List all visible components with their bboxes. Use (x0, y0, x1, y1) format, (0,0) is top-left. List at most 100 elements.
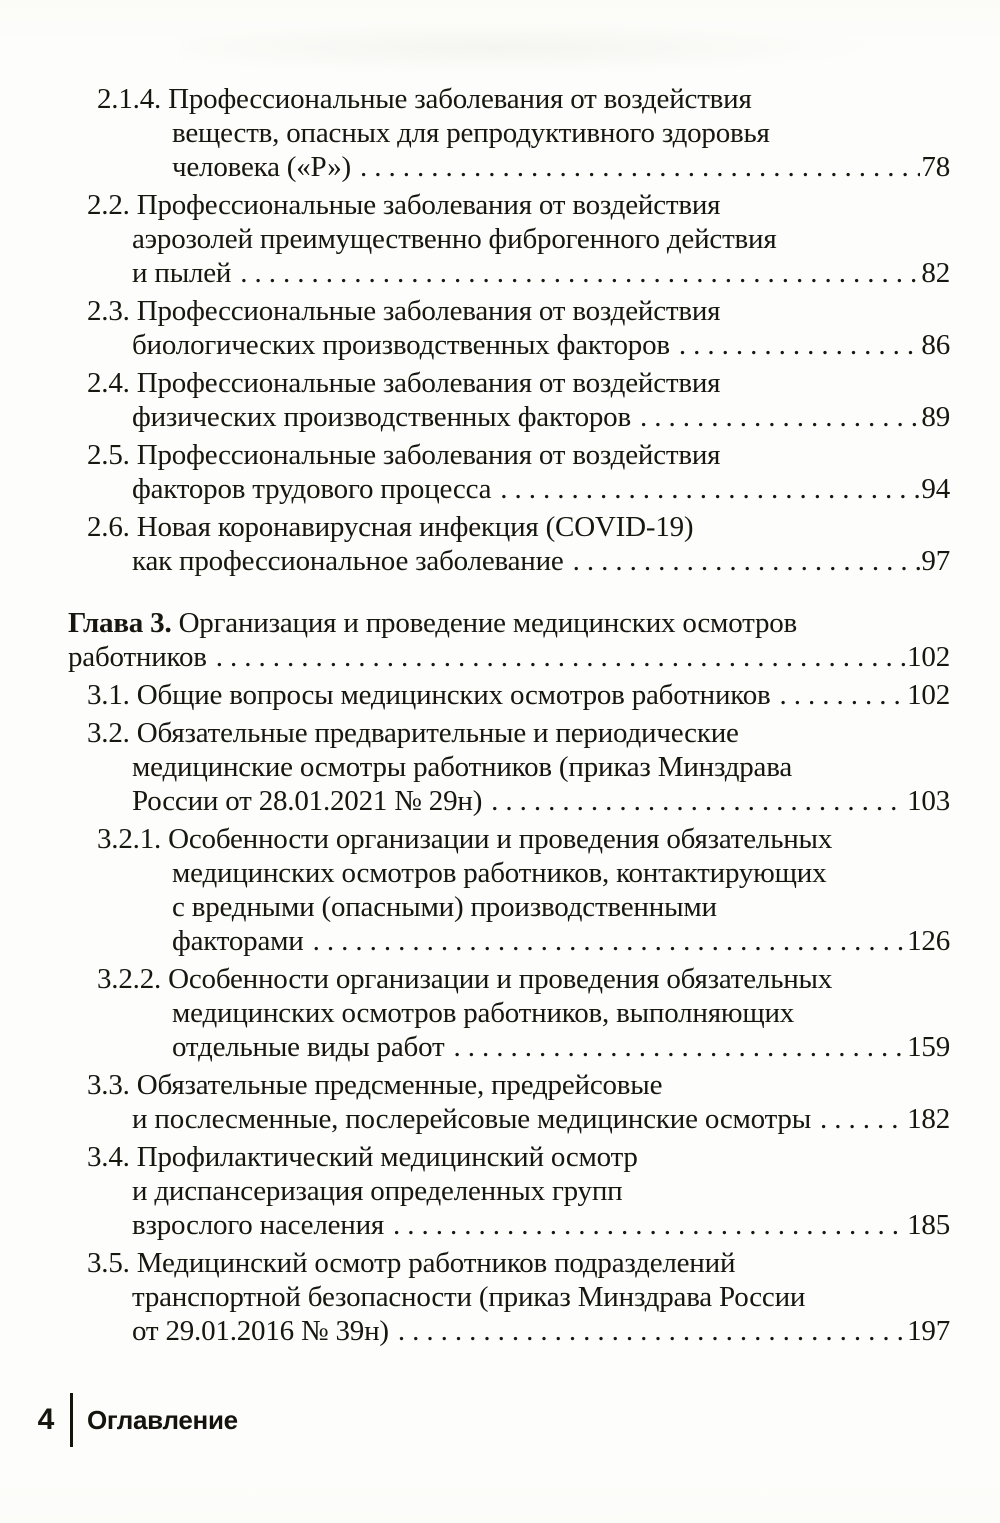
toc-entry: 2.5. Профессиональные заболевания от воз… (68, 438, 950, 506)
toc-entry-text: Общие вопросы медицинских осмотров работ… (136, 679, 771, 711)
toc-entry-line: 3.5. Медицинский осмотр работников подра… (68, 1246, 950, 1280)
toc-entry-line: биологических производственных факторов.… (68, 328, 950, 362)
toc-entry-line: как профессиональное заболевание........… (68, 544, 950, 578)
toc-entry: 3.3. Обязательные предсменные, предрейсо… (68, 1068, 950, 1136)
toc-entry-line: факторов трудового процесса.............… (68, 472, 950, 506)
toc-entry-text: транспортной безопасности (приказ Минздр… (132, 1281, 806, 1313)
toc-entry-number: 2.4. (87, 367, 137, 399)
toc-entry-text: Профессиональные заболевания от воздейст… (136, 439, 721, 471)
toc-entry-number: 3.1. (87, 679, 137, 711)
toc-entry-number: 3.4. (87, 1141, 137, 1173)
dot-leader: ........................................… (453, 1031, 906, 1063)
toc-entry-text: медицинские осмотры работников (приказ М… (132, 751, 793, 783)
toc-entry-text: медицинских осмотров работников, контакт… (172, 857, 827, 889)
toc-entry-line: медицинские осмотры работников (приказ М… (68, 750, 950, 784)
dot-leader: ........................................… (639, 401, 920, 433)
toc-entry-line: 2.6. Новая коронавирусная инфекция (COVI… (68, 510, 950, 544)
toc-entry-line: 3.1. Общие вопросы медицинских осмотров … (68, 678, 950, 712)
toc-entry-line: работников..............................… (68, 640, 950, 674)
toc-entry-text: взрослого населения (132, 1209, 385, 1241)
toc-entry-line: аэрозолей преимущественно фиброгенного д… (68, 222, 950, 256)
toc-entry: 2.1.4. Профессиональные заболевания от в… (68, 82, 950, 184)
toc-entry-line: 3.2. Обязательные предварительные и пери… (68, 716, 950, 750)
toc-entry-page: 78 (921, 151, 950, 183)
toc-entry-line: и диспансеризация определенных групп (68, 1174, 950, 1208)
toc-entry-text: Особенности организации и проведения обя… (168, 823, 833, 855)
toc-entry-number: 3.2.1. (97, 823, 169, 855)
toc-entry-text: человека («Р») (172, 151, 351, 183)
dot-leader: ........................................… (820, 1103, 906, 1135)
dot-leader: ........................................… (572, 545, 921, 577)
toc-entry-line: факторами...............................… (68, 924, 950, 958)
toc-entry-line: веществ, опасных для репродуктивного здо… (68, 116, 950, 150)
toc-entry-text: и пылей (132, 257, 232, 289)
toc-entry-number: 2.5. (87, 439, 137, 471)
toc-entry-text: Профессиональные заболевания от воздейст… (136, 189, 721, 221)
toc-entry-text: Профессиональные заболевания от воздейст… (136, 295, 721, 327)
toc-entry-number: 3.3. (87, 1069, 137, 1101)
toc-entry-line: медицинских осмотров работников, контакт… (68, 856, 950, 890)
toc-entry-text: физических производственных факторов (132, 401, 631, 433)
toc-entry-line: 2.3. Профессиональные заболевания от воз… (68, 294, 950, 328)
toc-entry-number: 3.2.2. (97, 963, 169, 995)
toc-entry-text: Обязательные предсменные, предрейсовые (136, 1069, 663, 1101)
toc-entry-page: 102 (907, 679, 950, 711)
toc-entry-text: Обязательные предварительные и периодиче… (136, 717, 739, 749)
toc-entry-page: 182 (907, 1103, 950, 1135)
dot-leader: ........................................… (312, 925, 907, 957)
toc-entry-page: 82 (921, 257, 950, 289)
toc-entry-number: 2.6. (87, 511, 137, 543)
toc-entry-line: 3.3. Обязательные предсменные, предрейсо… (68, 1068, 950, 1102)
toc-entry-text: Организация и проведение медицинских осм… (178, 607, 798, 639)
toc-entry-text: Профессиональные заболевания от воздейст… (136, 367, 721, 399)
toc-entry: 3.1. Общие вопросы медицинских осмотров … (68, 678, 950, 712)
footer-divider (70, 1393, 73, 1447)
toc-entry: Глава 3. Организация и проведение медици… (68, 606, 950, 674)
toc-entry-text: факторов трудового процесса (132, 473, 492, 505)
toc-entry-page: 94 (921, 473, 950, 505)
toc-entry-text: от 29.01.2016 № 39н) (132, 1315, 389, 1347)
toc-entry: 2.2. Профессиональные заболевания от воз… (68, 188, 950, 290)
toc-entry-page: 89 (921, 401, 950, 433)
dot-leader: ........................................… (393, 1209, 907, 1241)
toc-entry-page: 159 (907, 1031, 950, 1063)
toc-entry: 3.5. Медицинский осмотр работников подра… (68, 1246, 950, 1348)
footer-page-number: 4 (37, 1403, 55, 1436)
toc-entry-text: факторами (172, 925, 304, 957)
toc-entry-text: биологических производственных факторов (132, 329, 670, 361)
page-footer: 4 Оглавление (35, 1393, 238, 1447)
toc-entry-line: транспортной безопасности (приказ Минздр… (68, 1280, 950, 1314)
toc-entry-line: с вредными (опасными) производственными (68, 890, 950, 924)
toc-entry: 2.4. Профессиональные заболевания от воз… (68, 366, 950, 434)
toc-entry-text: и диспансеризация определенных групп (132, 1175, 623, 1207)
dot-leader: ........................................… (491, 785, 906, 817)
toc-entry-line: 3.4. Профилактический медицинский осмотр (68, 1140, 950, 1174)
dot-leader: ........................................… (240, 257, 920, 289)
dot-leader: ........................................… (678, 329, 921, 361)
toc-entry: 2.6. Новая коронавирусная инфекция (COVI… (68, 510, 950, 578)
toc-entry-page: 86 (921, 329, 950, 361)
toc-entry-text: Особенности организации и проведения обя… (168, 963, 833, 995)
toc-entry-text: Профилактический медицинский осмотр (136, 1141, 638, 1173)
toc-entry-text: аэрозолей преимущественно фиброгенного д… (132, 223, 777, 255)
dot-leader: ........................................… (359, 151, 920, 183)
toc-entry-number: 3.2. (87, 717, 137, 749)
toc-entry-page: 102 (907, 641, 950, 673)
toc-entry-line: человека («Р»)..........................… (68, 150, 950, 184)
toc-entry: 3.4. Профилактический медицинский осмотр… (68, 1140, 950, 1242)
dot-leader: ........................................… (779, 679, 906, 711)
toc-entry-text: веществ, опасных для репродуктивного здо… (172, 117, 770, 149)
toc-entry-page: 103 (907, 785, 950, 817)
toc-entry-text: работников (68, 641, 207, 673)
toc-entry-text: как профессиональное заболевание (132, 545, 564, 577)
toc-entry-text: Профессиональные заболевания от воздейст… (168, 83, 752, 115)
toc-entry-line: 2.1.4. Профессиональные заболевания от в… (68, 82, 950, 116)
toc-entry-line: 2.2. Профессиональные заболевания от воз… (68, 188, 950, 222)
toc-entry-text: медицинских осмотров работников, выполня… (172, 997, 795, 1029)
toc-entry-line: взрослого населения.....................… (68, 1208, 950, 1242)
toc-entry-line: медицинских осмотров работников, выполня… (68, 996, 950, 1030)
toc-entry: 3.2.2. Особенности организации и проведе… (68, 962, 950, 1064)
toc-entry: 3.2. Обязательные предварительные и пери… (68, 716, 950, 818)
toc-entry-line: и пылей.................................… (68, 256, 950, 290)
scan-artifact (180, 22, 880, 74)
